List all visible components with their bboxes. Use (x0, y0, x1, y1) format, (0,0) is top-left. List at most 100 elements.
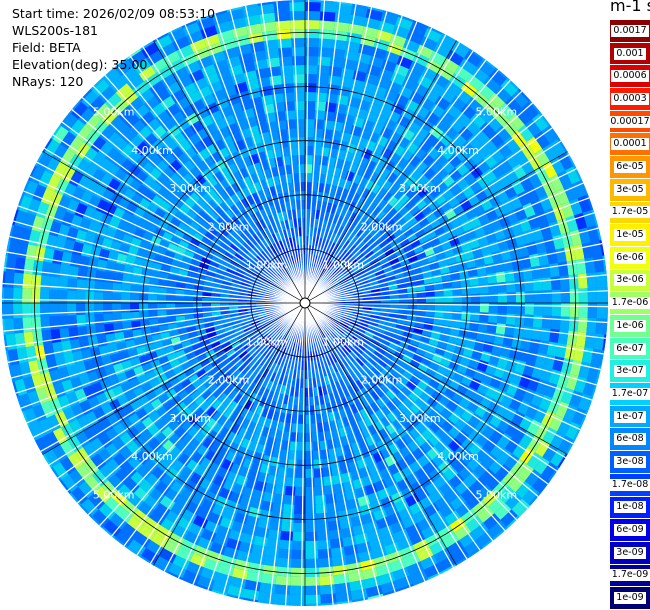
ray-separator (304, 302, 608, 324)
range-gate (417, 362, 429, 373)
range-gate (218, 178, 230, 191)
range-gate (504, 324, 515, 336)
range-gate (410, 179, 423, 192)
range-gate (375, 516, 391, 530)
range-gate (208, 242, 219, 252)
range-gate (510, 220, 523, 235)
range-gate (517, 464, 534, 482)
range-gate (143, 95, 160, 111)
range-gate (452, 294, 463, 303)
range-gate (155, 146, 170, 161)
range-gate (305, 20, 320, 30)
range-gate (468, 413, 482, 427)
range-gate (173, 210, 186, 223)
range-gate (138, 354, 150, 366)
ray-separator (156, 38, 306, 304)
range-gate (163, 400, 176, 414)
range-gate (266, 339, 275, 349)
range-gate (57, 394, 72, 411)
range-gate (435, 166, 449, 180)
range-gate (181, 82, 197, 97)
ray-separator (170, 31, 306, 304)
range-gate (371, 365, 382, 376)
range-gate (449, 473, 465, 488)
range-gate (62, 407, 77, 424)
range-gate (101, 109, 118, 126)
range-gate (343, 366, 352, 377)
range-gate (82, 385, 96, 400)
range-gate (396, 115, 411, 129)
range-gate (550, 431, 566, 449)
range-gate (351, 392, 361, 403)
range-gate (429, 50, 447, 66)
range-gate (266, 538, 281, 549)
range-gate (313, 468, 324, 478)
range-gate (476, 106, 493, 122)
range-gate (477, 211, 490, 225)
range-gate (515, 303, 525, 315)
range-gate (316, 74, 329, 85)
range-ring-label: 1.00km (246, 335, 288, 348)
range-gate (103, 281, 114, 293)
range-gate (112, 282, 122, 294)
ray-separator (292, 0, 306, 304)
ray-separator (3, 302, 306, 332)
range-gate (158, 356, 170, 367)
range-gate (577, 317, 588, 333)
range-gate (434, 439, 448, 454)
range-gate (497, 417, 512, 433)
colorbar-cell: 0.001 (610, 42, 650, 66)
range-gate (495, 402, 509, 418)
range-gate (62, 182, 77, 199)
range-gate (230, 131, 243, 144)
range-gate (208, 211, 220, 222)
range-gate (126, 74, 144, 91)
range-gate (392, 449, 406, 463)
range-gate (381, 202, 392, 214)
range-gate (91, 422, 106, 438)
range-gate (323, 475, 334, 486)
range-gate (547, 398, 561, 415)
range-gate (121, 128, 137, 144)
range-gate (99, 464, 115, 481)
range-gate (180, 52, 198, 67)
range-gate (217, 126, 231, 140)
range-gate (370, 205, 382, 216)
range-gate (565, 421, 580, 440)
range-gate (194, 248, 206, 258)
range-gate (470, 303, 481, 313)
range-gate (229, 412, 240, 424)
range-gate (292, 531, 305, 542)
range-gate (76, 415, 92, 431)
range-gate (269, 75, 282, 86)
range-gate (112, 230, 125, 244)
range-gate (479, 122, 496, 138)
range-gate (355, 195, 366, 206)
range-gate (375, 76, 391, 90)
range-gate (223, 197, 234, 209)
range-gate (186, 352, 198, 362)
range-gate (160, 474, 176, 489)
range-gate (409, 167, 423, 180)
range-gate (159, 495, 176, 511)
range-gate (78, 107, 95, 125)
range-gate (365, 434, 377, 447)
range-gate (90, 453, 107, 470)
range-gate (248, 213, 258, 225)
range-gate (410, 414, 423, 427)
range-gate (406, 30, 424, 45)
range-gate (162, 179, 175, 193)
range-gate (359, 128, 371, 140)
range-gate (92, 469, 109, 487)
range-gate (245, 369, 255, 379)
colorbar: 0.0017 0.001 0.0006 0.0003 0.00017 0.0001 6e-0… (608, 20, 650, 610)
range-gate (355, 486, 368, 499)
range-gate (367, 102, 381, 115)
range-gate (373, 349, 384, 359)
ray-separator (13, 220, 306, 304)
range-gate (392, 188, 404, 200)
range-gate (260, 346, 269, 356)
range-gate (174, 414, 188, 427)
range-gate (153, 227, 166, 240)
colorbar-tick-label: 6e-08 (614, 433, 646, 446)
